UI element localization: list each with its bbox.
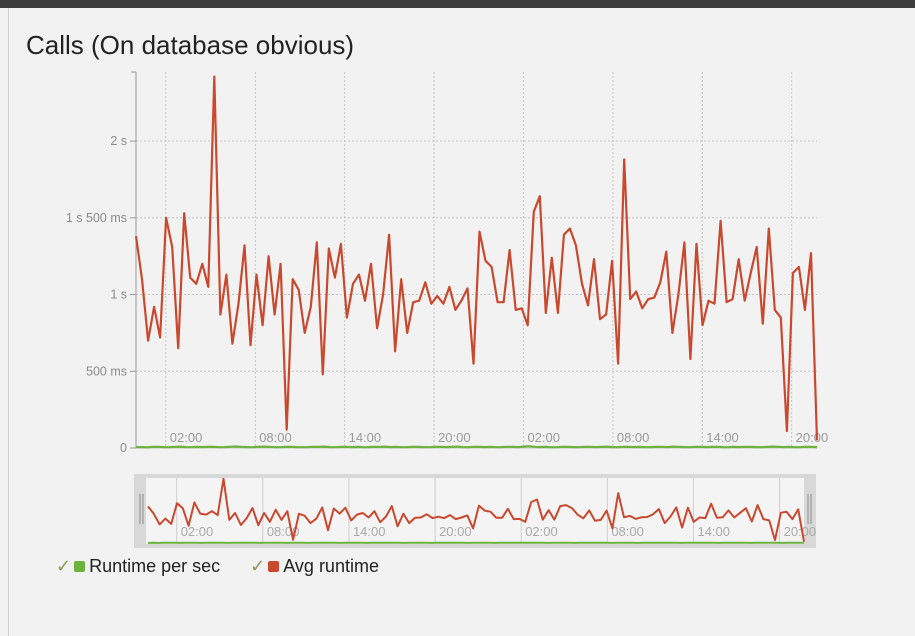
series-line-runtime-per-sec <box>135 445 818 449</box>
series-layer <box>134 75 819 449</box>
grid-lines <box>136 72 817 449</box>
y-tick-label: 1 s <box>110 288 127 302</box>
navigator-tick-label: 14:00 <box>697 524 730 539</box>
navigator-tick-label: 14:00 <box>353 524 386 539</box>
navigator-tick-label: 02:00 <box>181 524 214 539</box>
navigator-right-handle[interactable] <box>807 494 812 524</box>
series-line-avg-runtime <box>134 75 819 441</box>
navigator-labels: 02:00 08:00 14:00 20:00 02:00 08:00 14:00 20:00 <box>181 524 816 539</box>
x-tick-label: 02:00 <box>170 430 203 445</box>
window-top-bar <box>0 0 915 8</box>
x-tick-label: 14:00 <box>706 430 739 445</box>
navigator[interactable]: 02:00 08:00 14:00 20:00 02:00 08:00 14:00 20:00 <box>134 474 816 548</box>
legend: ✓ Runtime per sec ✓ Avg runtime <box>56 556 409 577</box>
navigator-window[interactable] <box>146 478 804 544</box>
y-axis-labels: 0 500 ms 1 s 1 s 500 ms 2 s <box>66 134 136 455</box>
check-icon: ✓ <box>56 556 72 576</box>
x-tick-label: 20:00 <box>438 430 471 445</box>
x-tick-label: 08:00 <box>617 430 650 445</box>
navigator-tick-label: 02:00 <box>525 524 558 539</box>
x-tick-label: 20:00 <box>796 430 829 445</box>
legend-swatch-avg-runtime <box>268 561 280 572</box>
y-tick-label: 0 <box>120 441 127 455</box>
x-axis-labels: 02:00 08:00 14:00 20:00 02:00 08:00 14:00 20:00 <box>170 430 828 445</box>
x-tick-label: 02:00 <box>527 430 560 445</box>
navigator-series-line-avg-runtime <box>147 477 805 542</box>
navigator-tick-label: 20:00 <box>784 524 817 539</box>
y-tick-label: 2 s <box>110 134 127 148</box>
navigator-tick-label: 08:00 <box>611 524 644 539</box>
legend-item-runtime-per-sec[interactable]: ✓ Runtime per sec <box>56 556 220 577</box>
x-tick-label: 08:00 <box>259 430 292 445</box>
navigator-tick-label: 20:00 <box>439 524 472 539</box>
navigator-series <box>147 477 805 544</box>
x-tick-label: 14:00 <box>349 430 382 445</box>
navigator-grid <box>176 478 781 543</box>
legend-label: Runtime per sec <box>89 556 221 576</box>
panel-title: Calls (On database obvious) <box>26 30 355 60</box>
legend-swatch-runtime-per-sec <box>74 561 86 572</box>
y-tick-label: 1 s 500 ms <box>66 211 127 225</box>
legend-item-avg-runtime[interactable]: ✓ Avg runtime <box>250 556 379 577</box>
y-tick-label: 500 ms <box>86 364 127 378</box>
panel-left-border <box>8 8 9 636</box>
navigator-left-handle[interactable] <box>139 494 144 524</box>
legend-label: Avg runtime <box>283 556 379 576</box>
check-icon: ✓ <box>250 556 266 576</box>
